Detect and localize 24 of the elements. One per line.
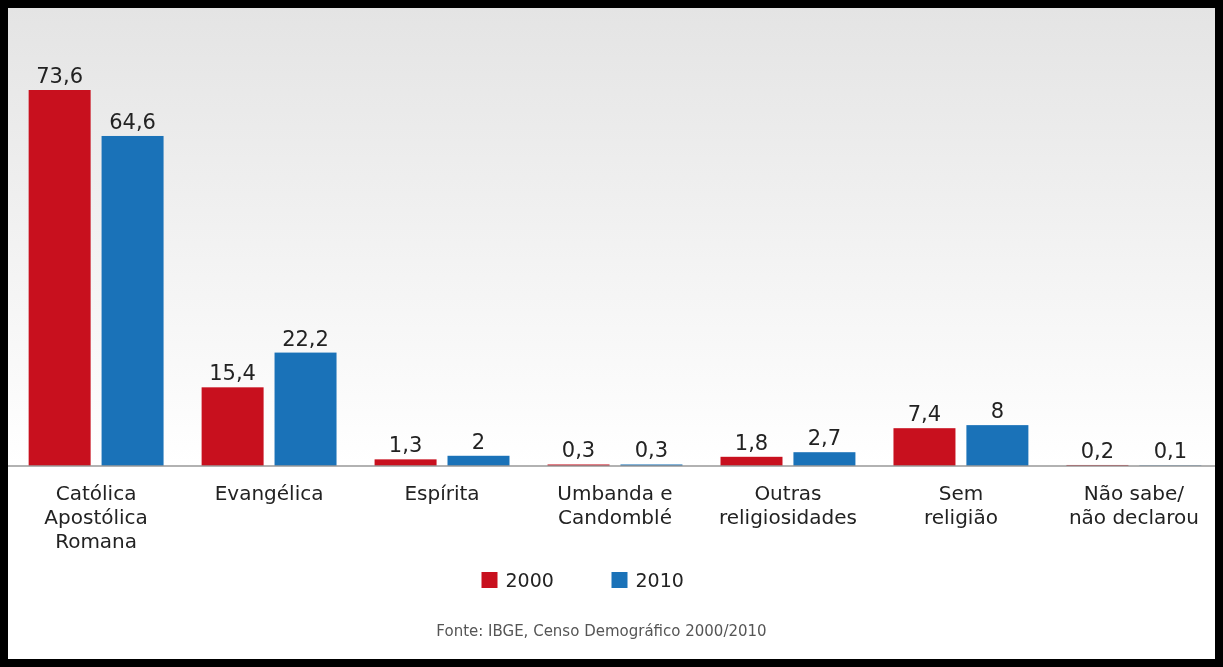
data-label: 15,4 <box>209 361 256 386</box>
x-tick-label: Evangélica <box>214 481 324 505</box>
x-tick-label: Sem religião <box>923 481 998 529</box>
data-label: 7,4 <box>907 402 942 427</box>
source-note: Fonte: IBGE, Censo Demográfico 2000/2010 <box>436 622 767 640</box>
x-tick-label: Católica Apostólica Romana <box>44 481 148 553</box>
data-label: 2,7 <box>807 426 842 451</box>
data-label: 2 <box>471 429 486 454</box>
data-label: 0,3 <box>561 438 596 463</box>
x-tick-label: Outras religiosidades <box>718 481 857 529</box>
data-label: 1,3 <box>388 433 423 458</box>
data-label: 8 <box>990 399 1005 424</box>
data-label: 1,8 <box>734 430 769 455</box>
x-tick-label: Espírita <box>404 481 480 505</box>
data-label: 0,2 <box>1080 438 1115 463</box>
data-label: 0,1 <box>1153 439 1188 464</box>
x-tick-label: Não sabe/ não declarou <box>1068 481 1199 529</box>
legend-label: 2000 <box>505 569 554 591</box>
data-label: 0,3 <box>634 438 669 463</box>
data-label: 73,6 <box>36 64 84 88</box>
data-label: 64,6 <box>109 109 156 134</box>
legend-label: 2010 <box>635 569 684 591</box>
data-label: 22,2 <box>282 326 329 351</box>
x-tick-label: Umbanda e Candomblé <box>557 481 673 529</box>
